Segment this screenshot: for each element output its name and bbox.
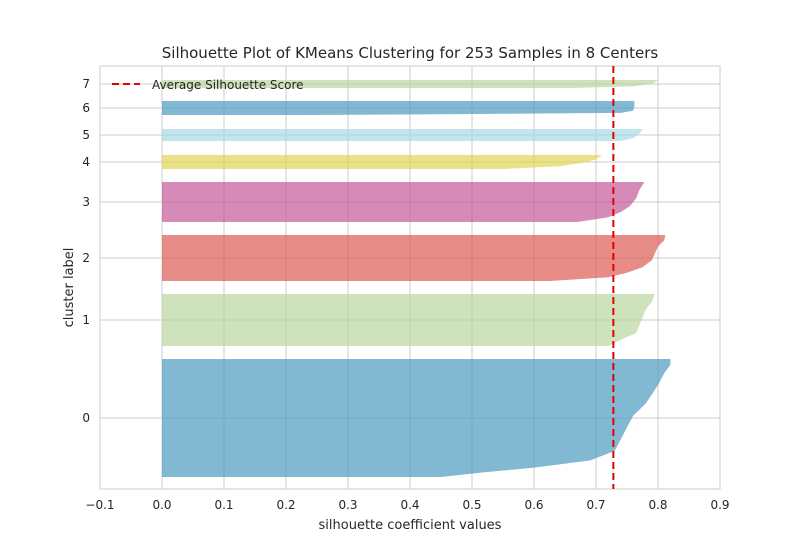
cluster-7-silhouette [162, 80, 658, 88]
y-tick-label: 7 [82, 77, 90, 91]
cluster-6-silhouette [162, 101, 635, 115]
legend-label-average-score: Average Silhouette Score [152, 78, 304, 92]
y-tick-label: 0 [82, 411, 90, 425]
cluster-4-silhouette [162, 155, 603, 169]
y-tick-label: 4 [82, 155, 90, 169]
x-tick-label: 0.8 [648, 498, 667, 512]
y-tick-label: 6 [82, 101, 90, 115]
y-tick-label: 5 [82, 128, 90, 142]
cluster-5-silhouette [162, 129, 643, 141]
axes: −0.1 0.0 0.1 0.2 0.3 0.4 0.5 0.6 0.7 0.8 0.9 0 1 2 3 4 5… [82, 77, 729, 512]
y-tick-label: 2 [82, 251, 90, 265]
x-tick-label: 0.6 [524, 498, 543, 512]
x-tick-label: 0.3 [338, 498, 357, 512]
y-tick-label: 3 [82, 195, 90, 209]
x-axis-label: silhouette coefficient values [319, 518, 502, 533]
cluster-1-silhouette [162, 294, 655, 346]
x-tick-label: 0.4 [400, 498, 419, 512]
x-tick-label: 0.0 [152, 498, 171, 512]
cluster-0-silhouette [162, 359, 671, 477]
y-axis-label: cluster label [62, 248, 77, 328]
cluster-2-silhouette [162, 235, 666, 281]
y-tick-label: 1 [82, 313, 90, 327]
legend: Average Silhouette Score [112, 78, 304, 92]
x-tick-label: 0.1 [214, 498, 233, 512]
x-tick-label: −0.1 [85, 498, 114, 512]
cluster-3-silhouette [162, 182, 645, 222]
x-tick-label: 0.5 [462, 498, 481, 512]
cluster-silhouettes [162, 80, 671, 477]
x-tick-label: 0.7 [586, 498, 605, 512]
chart-title: Silhouette Plot of KMeans Clustering for… [162, 44, 659, 62]
x-tick-label: 0.2 [276, 498, 295, 512]
x-tick-label: 0.9 [710, 498, 729, 512]
